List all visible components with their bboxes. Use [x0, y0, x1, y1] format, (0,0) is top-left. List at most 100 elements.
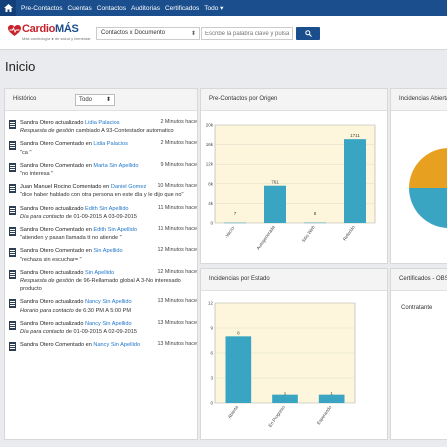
list-item-body: Juan Manuel Rocino Comentado en Daniel G… [20, 183, 197, 199]
nav-item-contactos[interactable]: Contactos [96, 4, 127, 12]
list-item-detail: "no interesa " [20, 170, 197, 178]
bar[interactable] [318, 394, 345, 403]
document-icon [9, 227, 16, 237]
historico-panel: Histórico Todo ⬍ Sandra Otero actualizad… [4, 88, 198, 440]
origen-chart-panel: Pre-Contactos por Origen 0 4k 8k 12k 16k 20k 7… [200, 88, 388, 264]
list-item-detail-label: Horario para contacto [20, 307, 74, 314]
logo[interactable]: CardioMÁS Más cardiología ● de salud y b… [6, 23, 91, 45]
list-item-actor: Sandra Otero Comentado en [20, 162, 92, 169]
origen-bar-chart: 0 4k 8k 12k 16k 20k 7 -Vacío- 761 Autogenerada 8 Si… [206, 123, 376, 251]
historico-list: Sandra Otero actualizado Lidia Palacios R… [9, 119, 197, 356]
bar-value-label: 1 [330, 391, 333, 396]
list-item-body: Sandra Otero Comentado en Lidia Palacios… [20, 140, 197, 156]
list-item-header: Sandra Otero Comentado en Sin Apellido [20, 247, 197, 255]
list-item-detail: Día para contacto de 01-09-2015 A 02-09-… [20, 328, 197, 336]
list-item: Sandra Otero actualizado Nancy Sin Apell… [9, 298, 197, 314]
list-item-link[interactable]: Daniel Gomez [110, 184, 147, 191]
y-tick-label: 20k [206, 123, 214, 128]
search-input[interactable] [201, 27, 293, 40]
list-item: Sandra Otero Comentado en Edith Sin Apel… [9, 226, 197, 242]
list-item-body: Sandra Otero actualizado Nancy Sin Apell… [20, 298, 197, 314]
historico-filter-select[interactable]: Todo ⬍ [75, 94, 115, 106]
nav-item-pre-contactos[interactable]: Pre-Contactos [21, 4, 63, 12]
estado-chart-title: Incidencias por Estado [201, 269, 387, 291]
bar[interactable] [224, 222, 246, 224]
nav-item-auditorias[interactable]: Auditorias [131, 4, 160, 12]
list-item-detail: "atienden y pasan llamada tt no atiende … [20, 234, 197, 242]
list-item-detail-text: cambiado A 93-Contestador automatico [75, 128, 174, 135]
list-item-header: Sandra Otero actualizado Edith Sin Apell… [20, 205, 197, 213]
list-item-link[interactable]: Sin Apellido [93, 248, 123, 255]
list-item-header: Sandra Otero Comentado en Nancy Sin Apel… [20, 341, 197, 349]
estado-bar-chart: 0 3 6 9 12 8 Abierta 1 En Progreso 1 Esperando [208, 301, 356, 428]
list-item-actor: Sandra Otero actualizado [20, 320, 84, 327]
list-item-detail-text: de 01-09-2015 A 03-09-2015 [65, 213, 137, 220]
y-tick-label: 16k [206, 142, 214, 147]
search-icon [304, 30, 312, 37]
logo-tagline: Más cardiología ● de salud y bienestar [22, 36, 91, 41]
list-item-time: 13 Minutos hace [157, 341, 197, 348]
chevron-down-icon: ⬍ [105, 97, 111, 103]
list-item-actor: Sandra Otero Comentado en [20, 141, 92, 148]
y-tick-label: 12 [208, 301, 214, 306]
list-item-link[interactable]: Lidia Palacios [85, 120, 120, 126]
nav-item-cuentas[interactable]: Cuentas [67, 4, 92, 12]
x-tick-label: En Progreso [267, 404, 286, 428]
list-item-link[interactable]: Nancy Sin Apellido [85, 299, 132, 306]
list-item-header: Sandra Otero Comentado en Edith Sin Apel… [20, 226, 197, 234]
list-item-time: 10 Minutos hace [157, 183, 197, 190]
historico-filter-value: Todo [79, 97, 93, 103]
document-icon [9, 269, 16, 279]
bar-value-label: 761 [271, 180, 279, 185]
list-item-body: Sandra Otero actualizado Lidia Palacios R… [20, 119, 197, 135]
bar[interactable] [225, 336, 252, 403]
list-item-detail-text: "rechaza sin escuchar= " [20, 256, 82, 263]
nav-item-todo[interactable]: Todo ▾ [204, 5, 224, 12]
estado-chart-panel: Incidencias por Estado 0 3 6 9 12 8 Abierta 1 En… [200, 268, 388, 440]
list-item-body: Sandra Otero actualizado Edith Sin Apell… [20, 205, 197, 221]
bar[interactable] [304, 222, 326, 224]
list-item-link[interactable]: Edith Sin Apellido [85, 205, 129, 212]
document-icon [9, 205, 16, 215]
list-item-detail-text: "ca " [20, 149, 32, 156]
list-item-link[interactable]: Marta Sin Apellido [93, 162, 139, 169]
list-item-link[interactable]: Lidia Palacios [93, 141, 128, 148]
bar[interactable] [264, 185, 286, 223]
bar[interactable] [272, 394, 298, 403]
list-item-link[interactable]: Nancy Sin Apellido [93, 342, 141, 349]
list-item-detail-text: de 01-09-2015 A 02-09-2015 [65, 329, 137, 336]
x-tick-label: Referido [342, 224, 356, 241]
abiertas-chart-title: Incidencias Abiertas [391, 89, 447, 111]
search-type-value: Contactos x Documento [101, 30, 166, 36]
document-icon [9, 162, 16, 172]
list-item-detail: "rechaza sin escuchar= " [20, 256, 197, 264]
list-item-header: Sandra Otero actualizado Nancy Sin Apell… [20, 298, 197, 306]
list-item-detail-label: Respuesta de gestión [20, 128, 75, 135]
list-item-body: Sandra Otero Comentado en Edith Sin Apel… [20, 226, 197, 242]
list-item-actor: Sandra Otero actualizado [20, 299, 84, 306]
search-button[interactable] [296, 27, 320, 40]
abiertas-chart-panel: Incidencias Abiertas [390, 88, 447, 264]
list-item-header: Juan Manuel Rocino Comentado en Daniel G… [20, 183, 197, 191]
list-item-link[interactable]: Edith Sin Apellido [93, 227, 137, 234]
list-item-link[interactable]: Sin Apellido [85, 269, 115, 276]
list-item-detail: "dice haber hablado con otra persona en … [20, 191, 197, 199]
list-item-time: 11 Minutos hace [157, 204, 197, 211]
list-item-detail: Día para contacto de 01-09-2015 A 03-09-… [20, 213, 197, 221]
list-item-body: Sandra Otero Comentado en Sin Apellido "… [20, 247, 197, 263]
home-icon[interactable] [0, 0, 16, 16]
list-item-actor: Sandra Otero Comentado en [20, 342, 92, 349]
certificados-title: Certificados - OBSE [391, 269, 447, 291]
bar-value-label: 8 [237, 330, 240, 335]
list-item-actor: Juan Manuel Rocino Comentado en [20, 184, 110, 191]
nav-item-certificados[interactable]: Certificados [164, 4, 200, 12]
bar[interactable] [344, 139, 366, 223]
list-item-detail-label: Día para contacto [20, 213, 65, 220]
list-item-detail-label: Respuesta de gestión [20, 278, 75, 285]
search-type-select[interactable]: Contactos x Documento ⬍ [96, 27, 200, 40]
x-tick-label: Abierta [227, 404, 240, 419]
list-item-header: Sandra Otero Comentado en Lidia Palacios [20, 140, 197, 148]
document-icon [9, 184, 16, 194]
list-item-link[interactable]: Nancy Sin Apellido [85, 320, 132, 327]
list-item: Sandra Otero Comentado en Lidia Palacios… [9, 140, 197, 156]
